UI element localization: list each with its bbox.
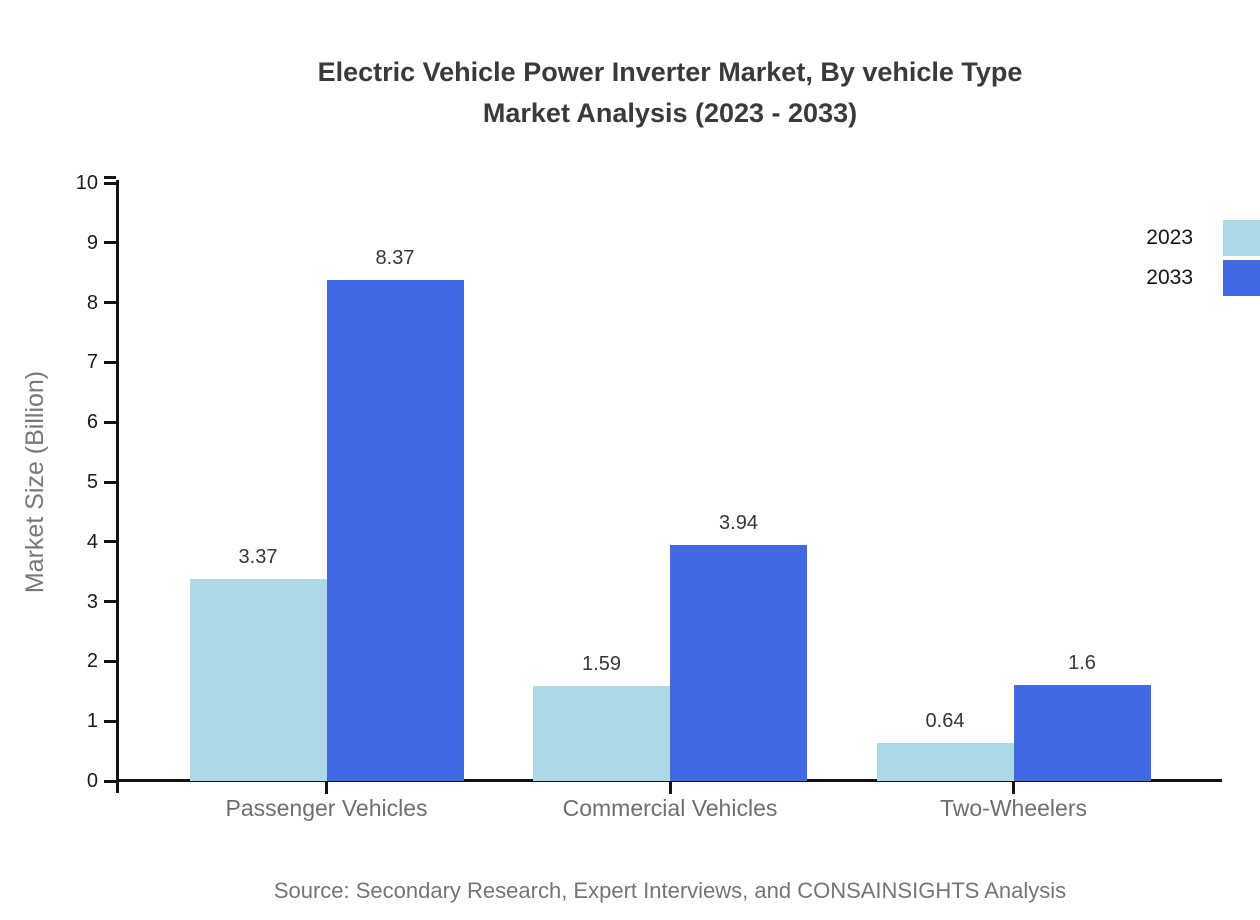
legend-swatch-2023 xyxy=(1223,220,1260,256)
x-tick-mark xyxy=(668,781,672,794)
y-tick-label: 8 xyxy=(86,291,98,314)
y-axis-endcap xyxy=(104,176,116,179)
y-tick-label: 4 xyxy=(86,530,98,553)
y-tick-mark xyxy=(104,360,116,364)
y-tick-mark xyxy=(104,181,116,185)
bar-value-label-2023-passenger-vehicles: 3.37 xyxy=(238,546,278,569)
bar-2023-passenger-vehicles xyxy=(189,579,327,781)
bar-2023-commercial-vehicles xyxy=(533,685,670,781)
bar-value-label-2033-two-wheelers: 1.6 xyxy=(1068,652,1096,675)
y-tick-label: 5 xyxy=(86,471,98,493)
y-tick-mark xyxy=(104,600,116,604)
y-tick-label: 10 xyxy=(75,172,98,194)
y-tick-mark xyxy=(104,420,116,424)
y-tick-mark xyxy=(104,480,116,484)
y-tick-label: 2 xyxy=(86,650,98,673)
category-label-commercial-vehicles: Commercial Vehicles xyxy=(562,795,778,821)
bar-2033-passenger-vehicles xyxy=(326,280,464,781)
y-tick-mark xyxy=(104,779,116,783)
bar-value-label-2023-commercial-vehicles: 1.59 xyxy=(582,652,621,675)
bar-value-label-2033-passenger-vehicles: 8.37 xyxy=(375,247,415,270)
x-tick-mark xyxy=(325,781,328,794)
category-label-two-wheelers: Two-Wheelers xyxy=(940,795,1087,821)
chart-title-line1: Electric Vehicle Power Inverter Market, … xyxy=(317,57,1023,87)
category-label-passenger-vehicles: Passenger Vehicles xyxy=(225,795,428,821)
y-axis-spine xyxy=(116,180,119,793)
y-tick-label: 1 xyxy=(86,710,98,733)
chart-title-line2: Market Analysis (2023 - 2033) xyxy=(482,98,858,128)
bar-2033-two-wheelers xyxy=(1013,685,1151,781)
chart-title: Electric Vehicle Power Inverter Market, … xyxy=(80,52,1260,134)
y-tick-mark xyxy=(104,540,116,544)
y-tick-label: 7 xyxy=(86,351,98,374)
bar-2033-commercial-vehicles xyxy=(670,545,807,781)
bar-2023-two-wheelers xyxy=(876,742,1014,781)
y-tick-label: 6 xyxy=(86,411,98,434)
bar-value-label-2023-two-wheelers: 0.64 xyxy=(925,709,965,732)
x-tick-mark xyxy=(1012,781,1015,794)
y-tick-label: 3 xyxy=(86,590,98,613)
source-note: Source: Secondary Research, Expert Inter… xyxy=(273,878,1067,903)
legend-label-2023: 2023 xyxy=(1146,226,1193,249)
y-tick-mark xyxy=(104,719,116,723)
y-tick-label: 0 xyxy=(86,770,98,792)
y-tick-label: 9 xyxy=(86,231,98,254)
legend-label-2033: 2033 xyxy=(1146,266,1193,289)
y-tick-mark xyxy=(104,241,116,245)
legend-swatch-2033 xyxy=(1223,260,1260,296)
bar-value-label-2033-commercial-vehicles: 3.94 xyxy=(719,512,758,535)
y-tick-mark xyxy=(104,301,116,305)
y-tick-mark xyxy=(104,659,116,663)
